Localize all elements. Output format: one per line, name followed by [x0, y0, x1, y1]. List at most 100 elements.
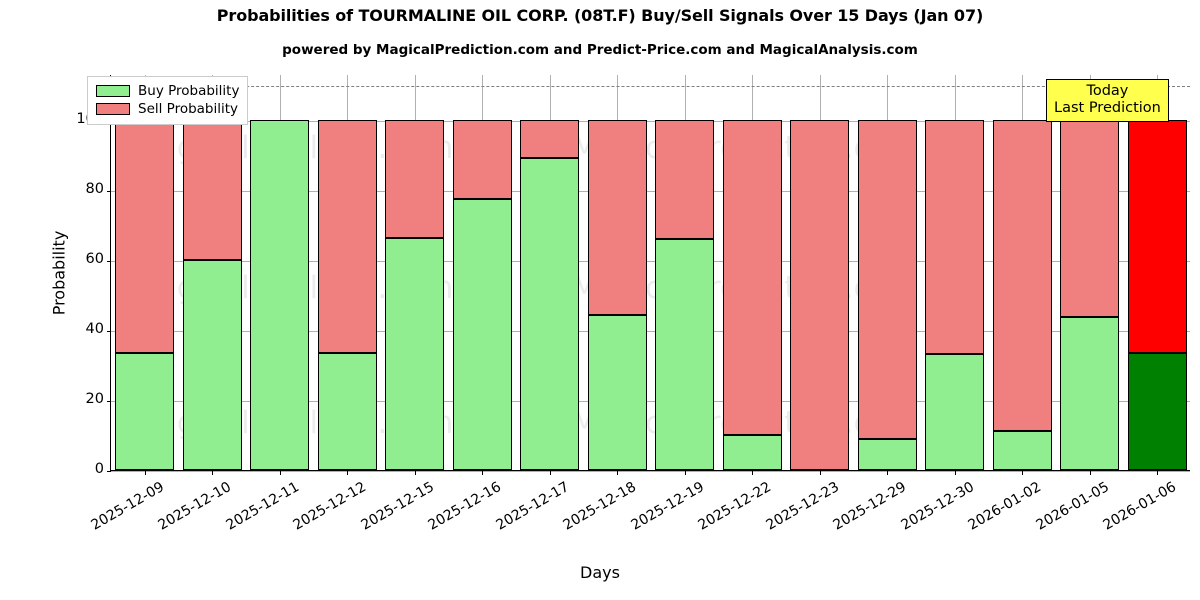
x-axis-tick-mark: [1157, 470, 1159, 475]
x-axis-tick-label: 2025-12-18: [560, 479, 640, 534]
x-axis-tick-label: 2025-12-29: [830, 479, 910, 534]
x-axis-tick-mark: [887, 470, 889, 475]
legend-label-buy: Buy Probability: [138, 83, 240, 99]
bar-segment-buy[interactable]: [722, 434, 782, 470]
bar-group[interactable]: [655, 74, 715, 470]
today-last-prediction-annotation: Today Last Prediction: [1046, 79, 1169, 123]
bar-segment-sell[interactable]: [1060, 119, 1120, 317]
y-axis-tick-label: 60: [85, 250, 104, 267]
bar-segment-sell[interactable]: [1127, 119, 1187, 353]
x-axis-tick-label: 2025-12-09: [88, 479, 167, 534]
bar-group[interactable]: [587, 74, 647, 470]
x-axis-tick-mark: [212, 470, 214, 475]
y-axis-tick-label: 40: [85, 320, 104, 337]
bar-segment-buy[interactable]: [452, 198, 512, 470]
bar-group[interactable]: [250, 74, 310, 470]
bar-segment-buy[interactable]: [182, 259, 242, 470]
bar-group[interactable]: [317, 74, 377, 470]
today-label: Today: [1086, 83, 1129, 99]
legend-item-buy: Buy Probability: [96, 82, 239, 100]
x-axis-tick-mark: [279, 470, 281, 475]
bar-group[interactable]: [1127, 74, 1187, 470]
threshold-dashed-line: [111, 85, 1190, 87]
bar-segment-sell[interactable]: [857, 119, 917, 439]
x-axis-tick-mark: [414, 470, 416, 475]
bar-segment-sell[interactable]: [992, 119, 1052, 432]
chart-title: Probabilities of TOURMALINE OIL CORP. (0…: [216, 6, 984, 25]
legend-swatch-sell: [96, 103, 130, 115]
bar-segment-sell[interactable]: [520, 119, 580, 159]
x-axis-tick-mark: [819, 470, 821, 475]
x-axis-tick-label: 2025-12-16: [425, 479, 505, 534]
x-axis-tick-mark: [617, 470, 619, 475]
x-axis-tick-mark: [482, 470, 484, 475]
legend-item-sell: Sell Probability: [96, 100, 239, 118]
bar-segment-sell[interactable]: [385, 119, 445, 238]
bar-group[interactable]: [182, 74, 242, 470]
bar-segment-buy[interactable]: [587, 315, 647, 470]
bar-segment-buy[interactable]: [520, 158, 580, 470]
x-axis-tick-label: 2025-12-19: [628, 479, 707, 534]
bar-segment-buy[interactable]: [250, 119, 310, 470]
bar-segment-buy[interactable]: [925, 354, 985, 470]
y-axis-tick-mark: [107, 471, 111, 472]
legend-swatch-buy: [96, 85, 130, 97]
bar-group[interactable]: [452, 74, 512, 470]
x-axis-tick-label: 2025-12-30: [898, 479, 977, 534]
y-axis-tick-mark: [107, 330, 111, 332]
bar-group[interactable]: [992, 74, 1052, 470]
bar-segment-sell[interactable]: [722, 119, 782, 435]
bar-segment-sell[interactable]: [655, 119, 715, 239]
x-axis-tick-mark: [954, 470, 956, 475]
gridline: [111, 471, 1190, 472]
x-axis-tick-label: 2025-12-22: [695, 479, 775, 534]
y-axis-tick-mark: [107, 260, 111, 262]
bar-segment-sell[interactable]: [452, 119, 512, 199]
bar-segment-buy[interactable]: [1060, 316, 1120, 470]
bar-segment-buy[interactable]: [992, 431, 1052, 470]
bar-group[interactable]: [790, 74, 850, 470]
x-axis-tick-mark: [347, 470, 349, 475]
bar-group[interactable]: [925, 74, 985, 470]
y-axis-tick-label: 20: [85, 390, 104, 407]
y-axis-tick-label: 80: [85, 180, 104, 197]
bar-segment-sell[interactable]: [182, 119, 242, 260]
legend-label-sell: Sell Probability: [138, 101, 239, 117]
bar-group[interactable]: [385, 74, 445, 470]
last-prediction-label: Last Prediction: [1054, 100, 1161, 117]
y-axis-tick-mark: [107, 190, 111, 192]
chart-legend: Buy Probability Sell Probability: [87, 76, 249, 125]
x-axis-tick-label: 2025-12-15: [358, 479, 437, 534]
bar-segment-sell[interactable]: [115, 119, 175, 354]
x-axis-tick-mark: [549, 470, 551, 475]
bar-segment-buy[interactable]: [857, 438, 917, 470]
x-axis-tick-label: 2026-01-05: [1033, 479, 1112, 534]
bar-segment-buy[interactable]: [317, 353, 377, 470]
bar-group[interactable]: [520, 74, 580, 470]
bar-group[interactable]: [857, 74, 917, 470]
bar-segment-buy[interactable]: [1127, 352, 1187, 470]
bar-segment-buy[interactable]: [655, 238, 715, 470]
bar-segment-buy[interactable]: [385, 237, 445, 470]
x-axis-tick-label: 2025-12-17: [493, 479, 572, 534]
bar-group[interactable]: [1060, 74, 1120, 470]
x-axis-tick-label: 2025-12-23: [763, 479, 842, 534]
bar-segment-buy[interactable]: [115, 353, 175, 470]
bar-segment-sell[interactable]: [925, 119, 985, 355]
bar-segment-sell[interactable]: [587, 119, 647, 316]
x-axis-tick-mark: [1022, 470, 1024, 475]
y-axis-tick-label: 0: [94, 461, 104, 477]
bar-group[interactable]: [115, 74, 175, 470]
y-axis-tick-mark: [107, 400, 111, 402]
x-axis-tick-label: 2025-12-10: [155, 479, 235, 534]
bar-group[interactable]: [722, 74, 782, 470]
bar-segment-sell[interactable]: [790, 119, 850, 470]
x-axis-tick-mark: [144, 470, 146, 475]
x-axis-tick-mark: [752, 470, 754, 475]
x-axis-tick-label: 2026-01-06: [1100, 479, 1180, 534]
x-axis-tick-mark: [1089, 470, 1091, 475]
bar-segment-sell[interactable]: [317, 119, 377, 354]
x-axis-label: Days: [580, 563, 620, 582]
y-axis-label: Probability: [49, 230, 69, 315]
